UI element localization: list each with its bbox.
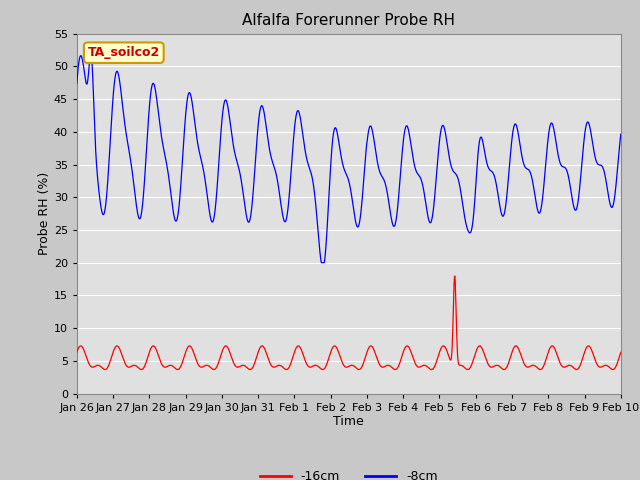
Text: TA_soilco2: TA_soilco2 (88, 46, 160, 59)
Title: Alfalfa Forerunner Probe RH: Alfalfa Forerunner Probe RH (243, 13, 455, 28)
X-axis label: Time: Time (333, 415, 364, 429)
Legend: -16cm, -8cm: -16cm, -8cm (255, 465, 443, 480)
Y-axis label: Probe RH (%): Probe RH (%) (38, 172, 51, 255)
